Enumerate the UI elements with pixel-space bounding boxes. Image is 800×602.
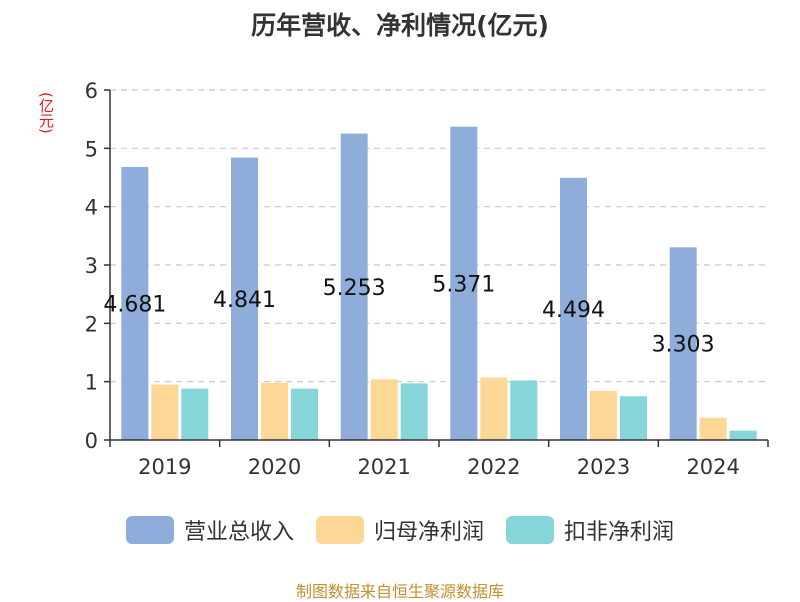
x-tick-label-4: 2023 (577, 455, 630, 479)
data-label-1: 4.841 (213, 288, 276, 313)
bar-0-1 (231, 157, 258, 440)
legend-item-1[interactable]: 归母净利润 (315, 514, 484, 546)
y-tick-label-0: 0 (85, 429, 98, 453)
bar-2-5 (729, 430, 757, 440)
legend-item-2[interactable]: 扣非净利润 (506, 514, 674, 546)
y-tick-label-1: 1 (85, 371, 98, 395)
legend-label-1: 归母净利润 (373, 520, 484, 545)
bar-0-2 (340, 133, 368, 440)
x-tick-label-0: 2019 (138, 455, 191, 479)
bar-1-0 (151, 384, 179, 440)
chart-title: 历年营收、净利情况(亿元) (251, 11, 549, 40)
bar-0-4 (560, 177, 587, 440)
y-tick-label-2: 2 (85, 312, 98, 336)
legend-label-0: 营业总收入 (183, 520, 294, 545)
bar-1-1 (261, 382, 288, 440)
bar-2-4 (620, 396, 647, 440)
bar-2-0 (181, 388, 209, 440)
bar-0-0 (121, 166, 149, 441)
bar-2-1 (291, 388, 318, 440)
legend: 营业总收入 归母净利润 扣非净利润 (0, 514, 800, 546)
bar-1-2 (370, 379, 398, 440)
data-label-0: 4.681 (103, 292, 166, 317)
axes: 0 1 2 3 4 5 6 2019 2020 2021 2022 2023 2024 (85, 79, 769, 479)
bar-0-3 (450, 126, 478, 441)
x-tick-label-5: 2024 (686, 455, 739, 479)
unit-label: (亿元) (37, 92, 55, 134)
data-label-4: 4.494 (542, 298, 605, 323)
data-labels: 4.681 4.841 5.253 5.371 4.494 3.303 (103, 272, 714, 357)
y-tick-label-4: 4 (85, 196, 98, 220)
y-tick-label-5: 5 (85, 137, 98, 161)
legend-label-2: 扣非净利润 (564, 520, 675, 545)
legend-swatch-2 (506, 516, 554, 544)
legend-item-0[interactable]: 营业总收入 (125, 514, 294, 546)
data-label-2: 5.253 (323, 276, 386, 301)
bar-1-4 (590, 391, 617, 440)
data-label-5: 3.303 (652, 333, 715, 358)
bars (121, 126, 757, 441)
bar-2-2 (400, 383, 428, 440)
y-tick-label-3: 3 (85, 254, 98, 278)
x-tick-label-2: 2021 (357, 455, 410, 479)
bar-chart: 0 1 2 3 4 5 6 2019 2020 2021 2022 2023 2024 4.681 4.8… (85, 79, 769, 479)
x-tick-label-1: 2020 (248, 455, 301, 479)
x-tick-label-3: 2022 (467, 455, 520, 479)
legend-swatch-1 (315, 516, 364, 544)
data-label-3: 5.371 (432, 272, 495, 297)
bar-1-5 (699, 417, 727, 440)
source-note: 制图数据来自恒生聚源数据库 (295, 582, 504, 601)
bar-0-5 (669, 247, 697, 440)
y-tick-label-6: 6 (85, 79, 98, 103)
legend-swatch-0 (125, 516, 174, 544)
bar-2-3 (510, 380, 538, 440)
bar-1-3 (480, 377, 508, 440)
